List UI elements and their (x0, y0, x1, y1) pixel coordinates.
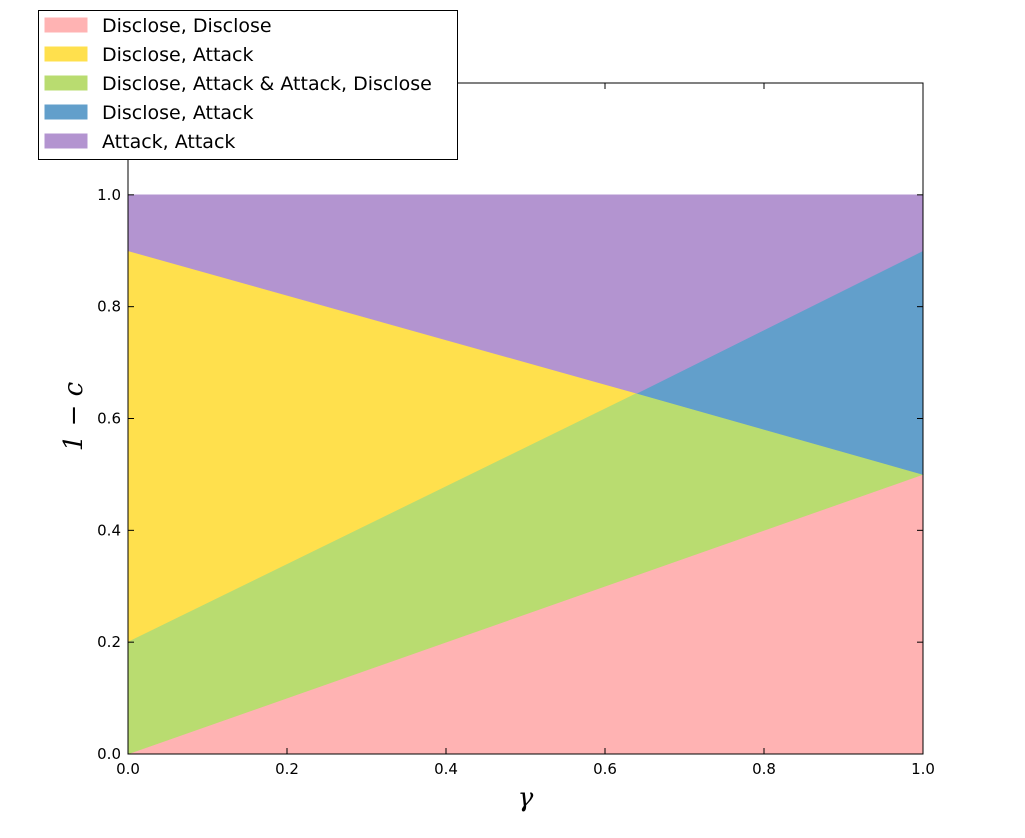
legend: Disclose, Disclose Disclose, Attack Disclo… (38, 10, 458, 160)
legend-swatch-2 (44, 75, 88, 91)
x-tick-label-5: 1.0 (911, 760, 935, 778)
axis-ticks: 0.0 0.2 0.4 0.6 0.8 1.0 0.0 0.2 0.4 0.6 0.8 1.0 (97, 83, 935, 778)
legend-swatch-1 (44, 46, 88, 62)
y-tick-label-4: 0.8 (97, 298, 121, 316)
chart-regions (127, 194, 924, 755)
y-tick-label-0: 0.0 (97, 745, 121, 763)
y-tick-label-3: 0.6 (97, 410, 121, 428)
legend-label-3: Disclose, Attack (102, 102, 253, 124)
legend-swatch-4 (44, 133, 88, 149)
x-tick-label-3: 0.6 (593, 760, 617, 778)
legend-box (38, 10, 458, 160)
legend-label-2: Disclose, Attack & Attack, Disclose (102, 73, 432, 95)
x-tick-label-4: 0.8 (752, 760, 776, 778)
legend-label-4: Attack, Attack (102, 131, 235, 153)
x-tick-label-1: 0.2 (275, 760, 299, 778)
legend-label-1: Disclose, Attack (102, 44, 253, 66)
y-tick-label-2: 0.4 (97, 521, 121, 539)
x-axis-label: γ (518, 783, 534, 813)
x-tick-label-0: 0.0 (116, 760, 140, 778)
x-tick-label-2: 0.4 (434, 760, 458, 778)
legend-swatch-3 (44, 104, 88, 120)
y-tick-label-1: 0.2 (97, 633, 121, 651)
legend-label-0: Disclose, Disclose (102, 15, 272, 37)
legend-swatch-0 (44, 17, 88, 33)
y-axis-label: 1 − c (59, 381, 89, 451)
y-tick-label-5: 1.0 (97, 186, 121, 204)
